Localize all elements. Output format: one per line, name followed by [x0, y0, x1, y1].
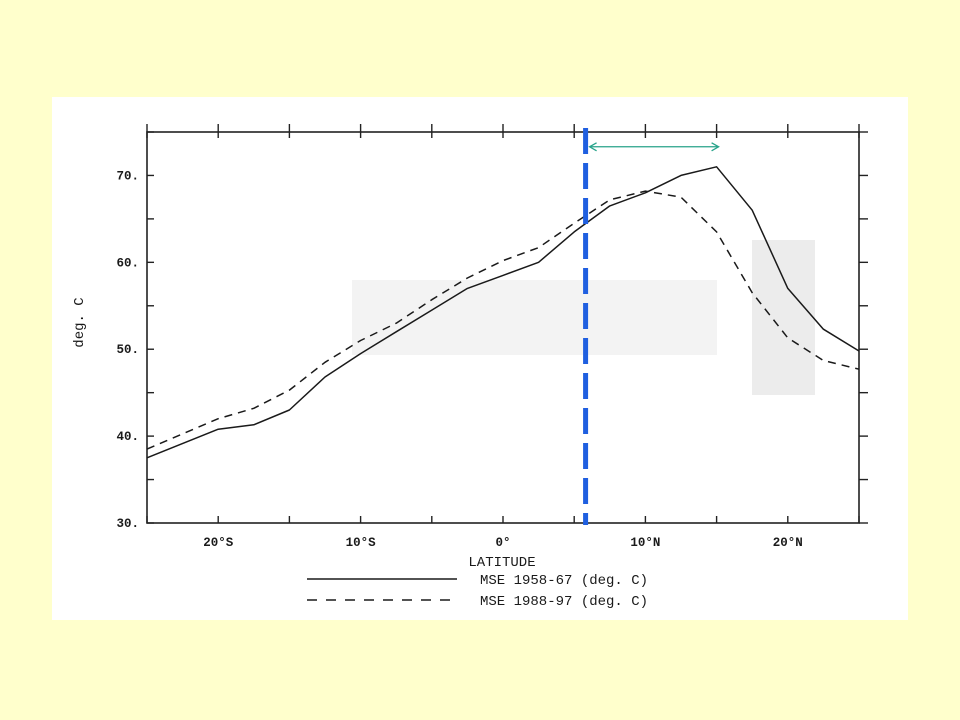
x-axis-title: LATITUDE	[468, 555, 535, 571]
x-tick-label: 10°N	[630, 536, 660, 550]
x-tick-label: 20°N	[773, 536, 803, 550]
mse-line-chart: 20°S 10°S 0° 10°N 20°N 30. 40. 50. 60. 70. LATITUD…	[72, 124, 868, 610]
scan-shade-band	[752, 240, 815, 395]
y-tick-label: 30.	[116, 517, 139, 531]
x-tick-label: 10°S	[346, 536, 377, 550]
x-tick-label: 20°S	[203, 536, 234, 550]
y-tick-label: 40.	[116, 430, 139, 444]
y-tick-label: 50.	[116, 343, 139, 357]
series-line-1988-97	[146, 190, 860, 450]
figure-card: 20°S 10°S 0° 10°N 20°N 30. 40. 50. 60. 70. LATITUD…	[52, 97, 908, 620]
y-tick-label: 70.	[116, 169, 139, 183]
y-axis-title: deg. C	[72, 297, 88, 347]
legend-label: MSE 1988-97 (deg. C)	[480, 594, 648, 610]
annotation-arrow-head-left	[588, 142, 597, 152]
y-tick-label: 60.	[116, 256, 139, 270]
legend-label: MSE 1958-67 (deg. C)	[480, 573, 648, 589]
scan-shade-band	[352, 280, 717, 355]
x-tick-label: 0°	[495, 536, 510, 550]
annotation-arrow-head-right	[711, 142, 720, 152]
series-line-1958-67	[146, 166, 860, 459]
